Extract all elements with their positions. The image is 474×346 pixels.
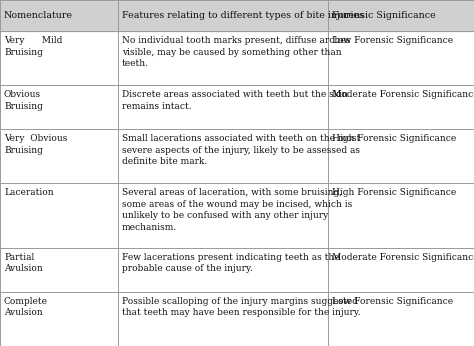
Text: Partial
Avulsion: Partial Avulsion xyxy=(4,253,43,273)
Text: Forensic Significance: Forensic Significance xyxy=(332,11,436,20)
Text: Several areas of laceration, with some bruising,
some areas of the wound may be : Several areas of laceration, with some b… xyxy=(122,189,352,232)
Text: Very      Mild
Bruising: Very Mild Bruising xyxy=(4,36,63,57)
Text: High Forensic Significance: High Forensic Significance xyxy=(332,189,456,198)
Text: Moderate Forensic Significance: Moderate Forensic Significance xyxy=(332,90,474,99)
Bar xyxy=(0,0,474,31)
Text: Low Forensic Significance: Low Forensic Significance xyxy=(332,36,453,45)
Text: Complete
Avulsion: Complete Avulsion xyxy=(4,297,48,317)
Text: Obvious
Bruising: Obvious Bruising xyxy=(4,90,43,111)
Text: Small lacerations associated with teeth on the most
severe aspects of the injury: Small lacerations associated with teeth … xyxy=(122,134,360,166)
Text: Laceration: Laceration xyxy=(4,189,54,198)
Text: Low Forensic Significance: Low Forensic Significance xyxy=(332,297,453,306)
Text: Discrete areas associated with teeth but the skin
remains intact.: Discrete areas associated with teeth but… xyxy=(122,90,348,111)
Text: Features relating to different types of bite injuries: Features relating to different types of … xyxy=(122,11,364,20)
Text: High Forensic Significance: High Forensic Significance xyxy=(332,134,456,143)
Text: Possible scalloping of the injury margins suggested
that teeth may have been res: Possible scalloping of the injury margin… xyxy=(122,297,361,317)
Text: Very  Obvious
Bruising: Very Obvious Bruising xyxy=(4,134,67,155)
Text: Few lacerations present indicating teeth as the
probable cause of the injury.: Few lacerations present indicating teeth… xyxy=(122,253,340,273)
Text: Nomenclature: Nomenclature xyxy=(4,11,73,20)
Text: No individual tooth marks present, diffuse arches
visible, may be caused by some: No individual tooth marks present, diffu… xyxy=(122,36,350,68)
Text: Moderate Forensic Significance: Moderate Forensic Significance xyxy=(332,253,474,262)
